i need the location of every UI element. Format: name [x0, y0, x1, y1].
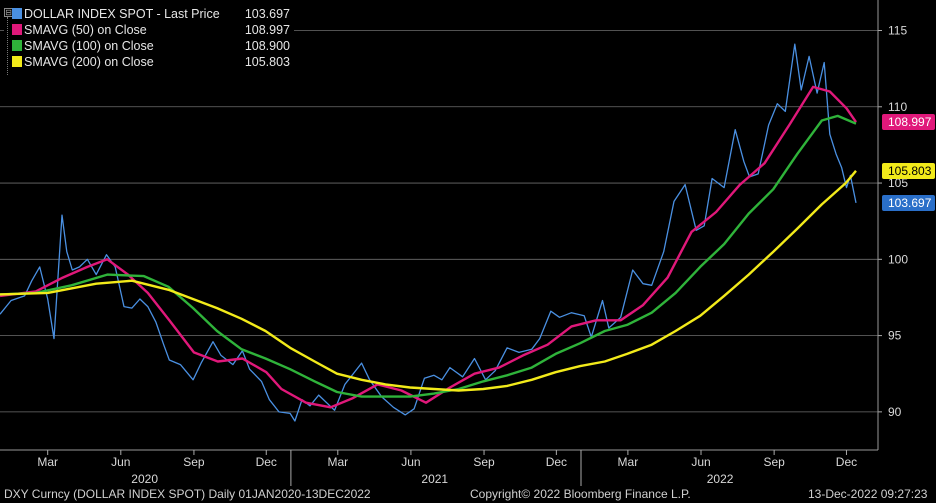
- chart-footer: DXY Curncy (DOLLAR INDEX SPOT) Daily 01J…: [0, 486, 936, 503]
- x-year-label: 2021: [421, 472, 448, 486]
- x-month-label: Dec: [836, 455, 857, 469]
- legend-value: 105.803: [244, 55, 290, 69]
- legend-label: SMAVG (200) on Close: [24, 55, 154, 69]
- legend-value: 108.997: [244, 23, 290, 37]
- legend-label: DOLLAR INDEX SPOT - Last Price: [24, 7, 220, 21]
- series-line-sma50: [0, 85, 857, 409]
- x-month-label: Mar: [37, 455, 58, 469]
- y-tick-label: 100: [888, 252, 908, 266]
- x-year-label: 2020: [131, 472, 158, 486]
- y-tick-label: 110: [888, 100, 907, 114]
- x-month-label: Mar: [618, 455, 639, 469]
- chart-series: [0, 43, 857, 422]
- y-tick-label: 115: [888, 24, 907, 38]
- sma100-color-swatch: [12, 40, 22, 51]
- legend-value: 108.900: [244, 39, 290, 53]
- sma200-color-swatch: [12, 56, 22, 67]
- price-tag-price: 103.697: [882, 194, 936, 211]
- x-month-label: Sep: [183, 455, 205, 469]
- y-tick-label: 90: [888, 405, 902, 419]
- series-line-price: [0, 43, 857, 422]
- legend-item-sma100[interactable]: SMAVG (100) on Close 108.900: [4, 38, 294, 54]
- chart-tick-labels: 90 95 100 105 110 115 Mar Jun Sep Dec Mar Jun Sep Dec…: [37, 24, 908, 486]
- legend-item-sma200[interactable]: SMAVG (200) on Close 105.803: [4, 54, 294, 70]
- legend-item-price[interactable]: DOLLAR INDEX SPOT - Last Price 103.697: [4, 6, 294, 22]
- legend-label: SMAVG (100) on Close: [24, 39, 154, 53]
- series-line-sma100: [0, 114, 857, 398]
- legend-value: 103.697: [244, 7, 290, 21]
- x-month-label: Dec: [546, 455, 567, 469]
- x-month-label: Sep: [763, 455, 785, 469]
- x-month-label: Jun: [111, 455, 130, 469]
- sma50-color-swatch: [12, 24, 22, 35]
- chart-legend: ⊟ DOLLAR INDEX SPOT - Last Price 103.697…: [4, 6, 294, 82]
- x-month-label: Sep: [473, 455, 495, 469]
- chart-gridlines: [0, 30, 878, 413]
- ticker-info: DXY Curncy (DOLLAR INDEX SPOT) Daily 01J…: [4, 487, 371, 501]
- y-tick-label: 95: [888, 329, 902, 343]
- x-month-label: Jun: [401, 455, 420, 469]
- y-tick-label: 105: [888, 176, 908, 190]
- price-color-swatch: [12, 8, 22, 19]
- x-year-label: 2022: [707, 472, 734, 486]
- x-month-label: Mar: [327, 455, 348, 469]
- price-tag-sma50: 108.997: [882, 114, 936, 131]
- x-month-label: Jun: [691, 455, 710, 469]
- legend-item-sma50[interactable]: SMAVG (50) on Close 108.997: [4, 22, 294, 38]
- price-tag-sma200: 105.803: [882, 162, 936, 179]
- copyright-text: Copyright© 2022 Bloomberg Finance L.P.: [470, 487, 691, 501]
- timestamp: 13-Dec-2022 09:27:23: [808, 487, 928, 501]
- series-line-sma200: [0, 170, 857, 392]
- legend-label: SMAVG (50) on Close: [24, 23, 147, 37]
- legend-tree-line: [7, 17, 9, 75]
- x-month-label: Dec: [256, 455, 277, 469]
- chart-axes: [0, 0, 882, 486]
